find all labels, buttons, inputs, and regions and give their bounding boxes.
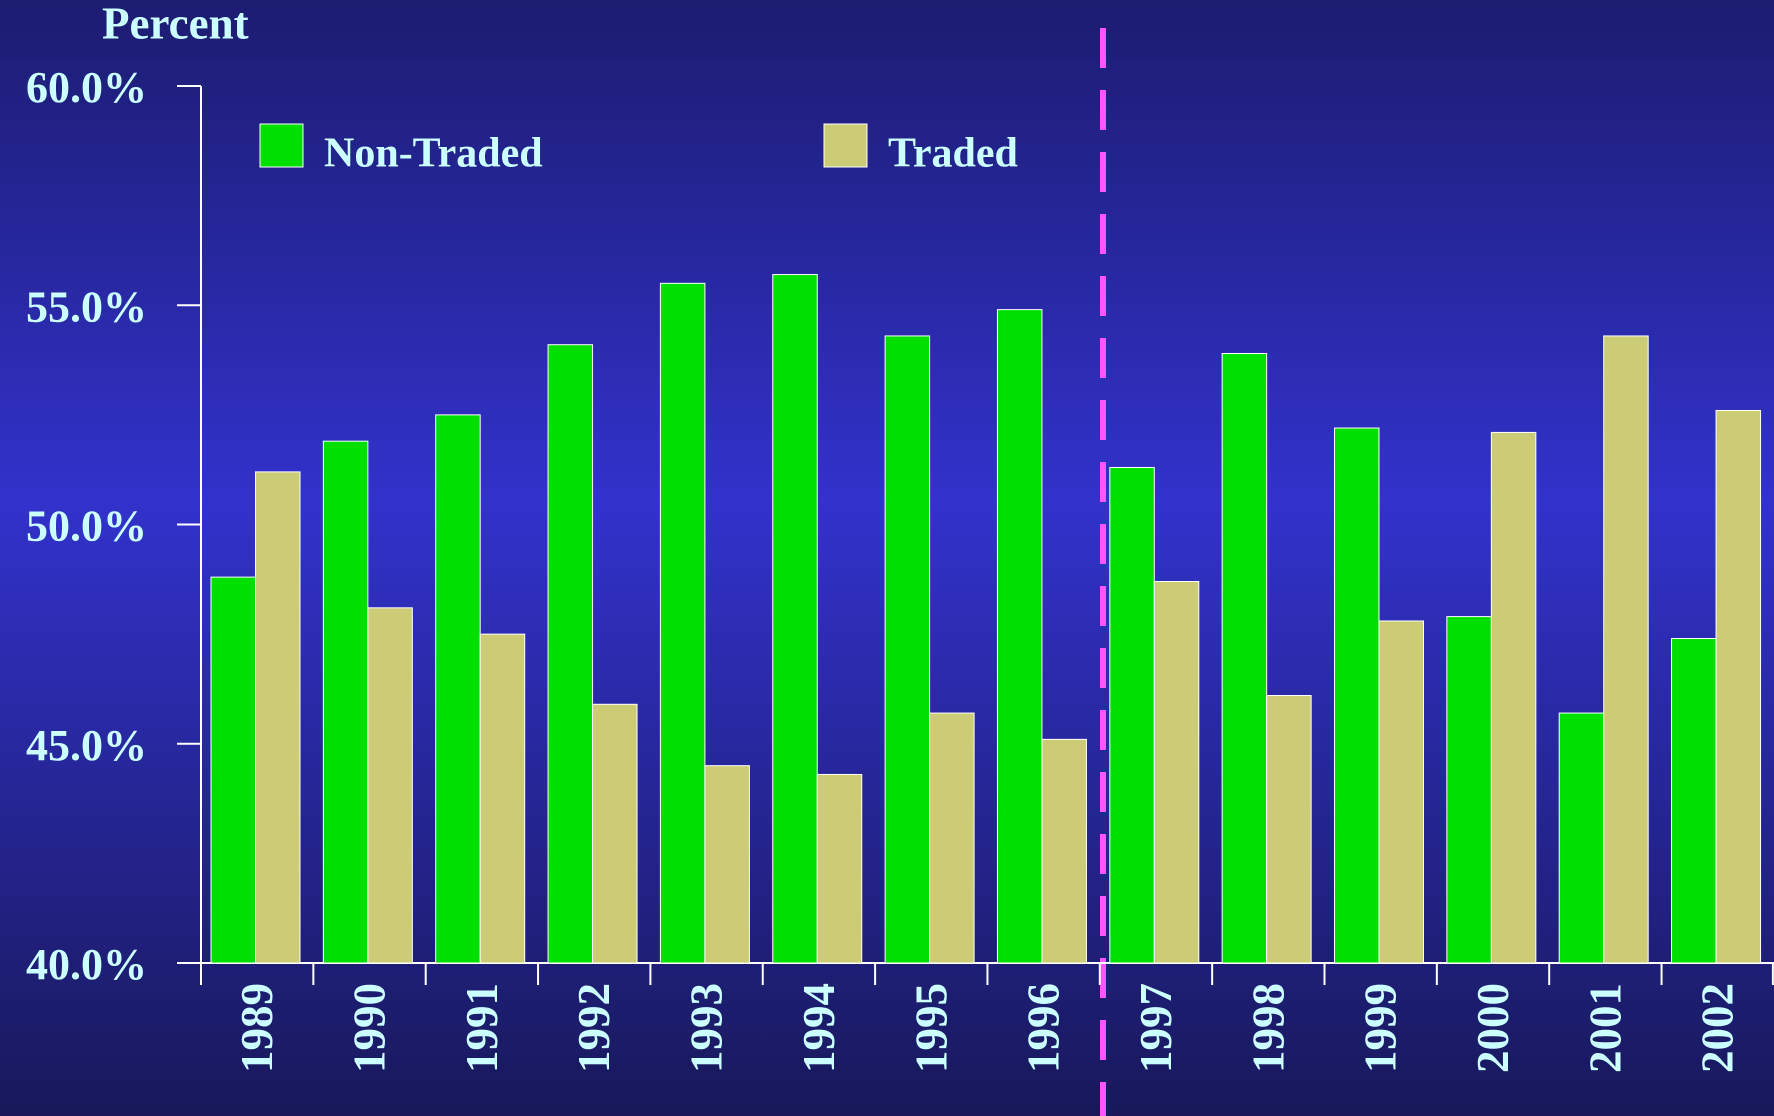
x-tick-label: 1993 bbox=[682, 983, 732, 1073]
x-tick-label: 1989 bbox=[232, 983, 282, 1073]
x-tick-label: 2000 bbox=[1468, 983, 1518, 1073]
bar bbox=[816, 773, 863, 964]
y-tick-label: 45.0% bbox=[26, 721, 147, 770]
bar bbox=[1671, 638, 1717, 964]
x-tick-label: 1992 bbox=[569, 983, 619, 1073]
y-tick-label: 55.0% bbox=[26, 282, 147, 331]
y-tick-label: 50.0% bbox=[26, 502, 147, 551]
y-tick-label: 60.0% bbox=[26, 63, 147, 112]
bar bbox=[1490, 431, 1537, 964]
bar bbox=[1109, 466, 1155, 964]
x-tick-label: 2001 bbox=[1580, 983, 1630, 1073]
x-tick-label: 1991 bbox=[457, 983, 507, 1073]
legend-label: Traded bbox=[888, 131, 1018, 177]
legend-swatch bbox=[259, 123, 304, 168]
bar bbox=[1334, 427, 1380, 964]
bar bbox=[1603, 335, 1649, 964]
bar bbox=[210, 576, 256, 964]
bar bbox=[322, 440, 369, 964]
x-tick-label: 1997 bbox=[1131, 983, 1181, 1073]
bar bbox=[996, 309, 1043, 964]
bar bbox=[1446, 616, 1492, 964]
bar bbox=[479, 633, 526, 964]
bar bbox=[1558, 712, 1605, 964]
bar bbox=[1221, 352, 1268, 964]
y-axis-label: Percent bbox=[102, 0, 249, 48]
bar bbox=[255, 471, 301, 964]
x-tick-label: 1995 bbox=[906, 983, 956, 1073]
x-tick-label: 1990 bbox=[345, 983, 395, 1073]
bar bbox=[884, 335, 931, 964]
x-tick-label: 1998 bbox=[1243, 983, 1293, 1073]
bar bbox=[1153, 581, 1200, 964]
bar bbox=[704, 765, 750, 964]
bar bbox=[772, 274, 818, 964]
x-tick-label: 2002 bbox=[1693, 983, 1743, 1073]
bar bbox=[547, 344, 594, 964]
bar bbox=[1715, 409, 1762, 964]
x-tick-label: 1996 bbox=[1019, 983, 1069, 1073]
x-tick-label: 1999 bbox=[1356, 983, 1406, 1073]
y-tick-label: 40.0% bbox=[26, 940, 147, 989]
bar bbox=[592, 703, 638, 964]
legend-label: Non-Traded bbox=[324, 131, 543, 177]
bar bbox=[1378, 620, 1424, 964]
bar bbox=[659, 282, 706, 964]
bar bbox=[1041, 738, 1087, 964]
bar bbox=[435, 414, 481, 964]
x-tick-label: 1994 bbox=[794, 983, 844, 1073]
bar bbox=[1266, 695, 1312, 964]
legend-swatch bbox=[823, 123, 868, 168]
bar bbox=[929, 712, 975, 964]
bar bbox=[367, 607, 413, 964]
